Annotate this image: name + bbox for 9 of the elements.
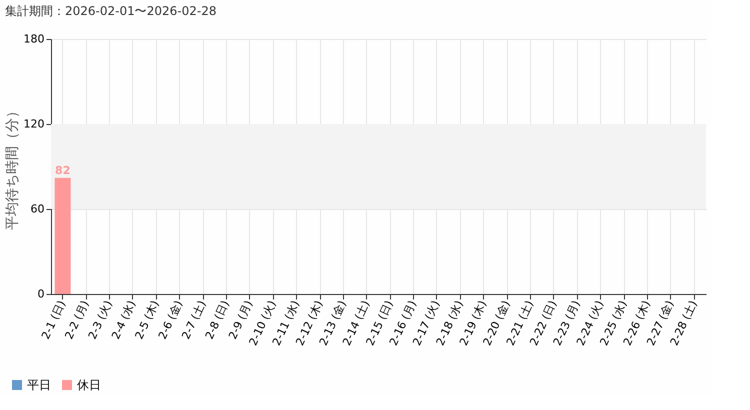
y-tick-label: 60	[30, 202, 44, 216]
data-label: 82	[55, 164, 70, 177]
y-tick-label: 180	[24, 32, 44, 46]
legend-label: 平日	[27, 378, 51, 392]
legend-label: 休日	[77, 378, 101, 392]
y-tick-label: 0	[38, 288, 44, 300]
y-axis-title: 平均待ち時間（分）	[4, 104, 21, 230]
chart-title: 集計期間：2026-02-01〜2026-02-28	[5, 4, 216, 18]
y-tick-label: 120	[24, 118, 44, 130]
